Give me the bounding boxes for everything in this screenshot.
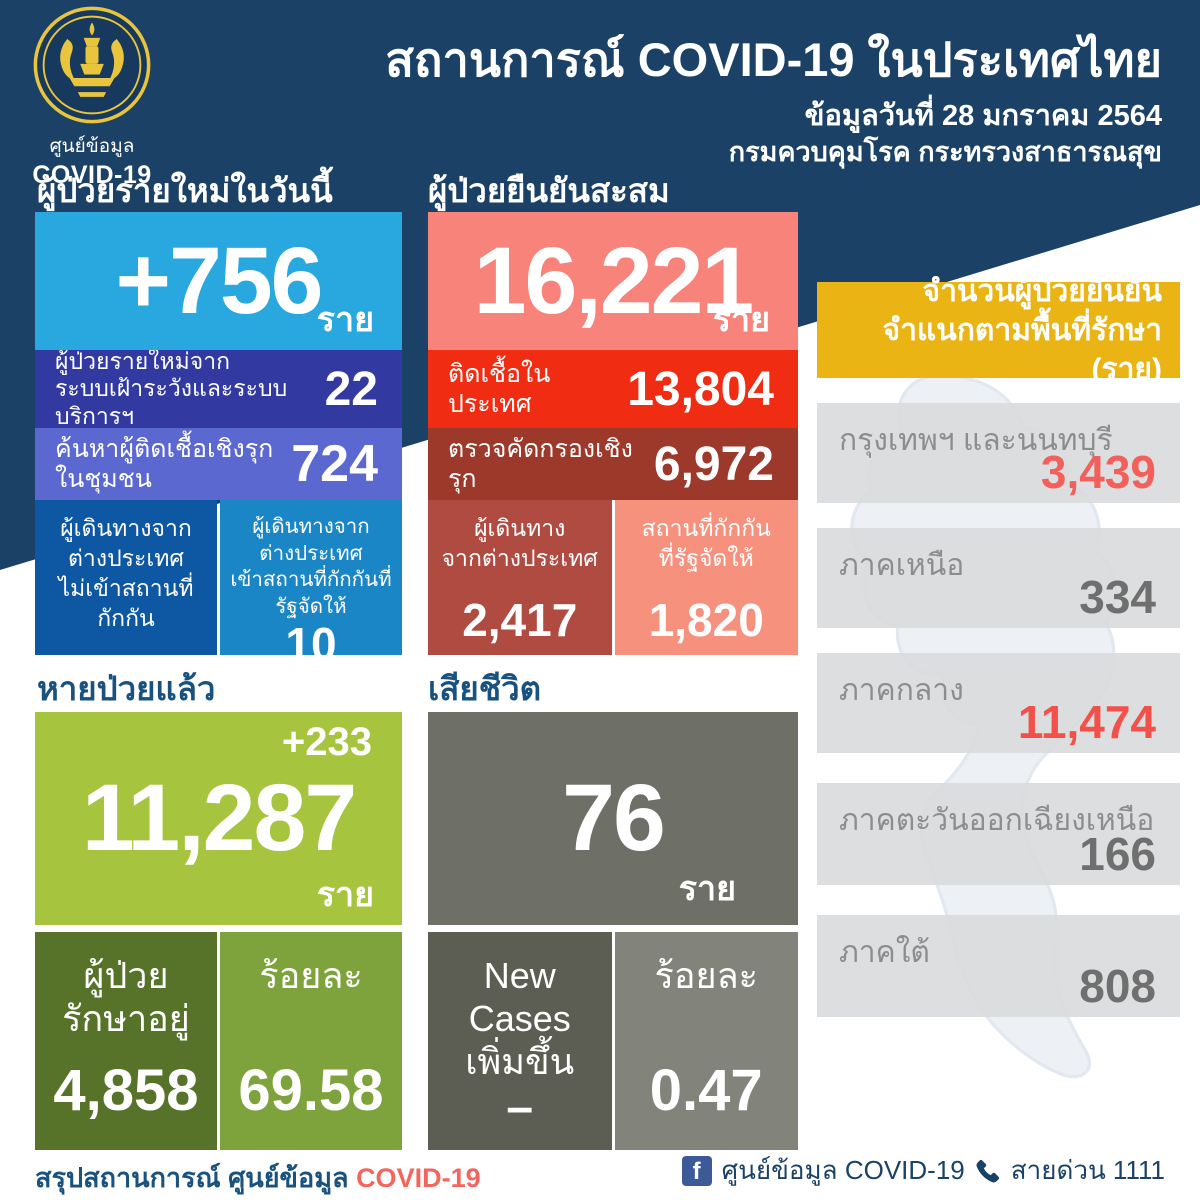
footer-summary: สรุปสถานการณ์ ศูนย์ข้อมูล COVID-19 bbox=[35, 1156, 481, 1199]
area-row-north: ภาคเหนือ 334 bbox=[817, 528, 1180, 628]
active-case-finding-row: ค้นหาผู้ติดเชื้อเชิงรุกในชุมชน 724 bbox=[35, 428, 402, 500]
area-value: 334 bbox=[1079, 571, 1156, 623]
page-title: สถานการณ์ COVID-19 ในประเทศไทย bbox=[385, 33, 1162, 86]
deaths-unit: ราย bbox=[678, 870, 736, 908]
travellers-state-quarantine-value: 10 bbox=[285, 617, 337, 670]
deaths-sub-row: New Cases เพิ่มขึ้น – ร้อยละ 0.47 bbox=[428, 932, 798, 1150]
by-area-heading: จำนวนผู้ป่วยยืนยัน จำแนกตามพื้นที่รักษา … bbox=[882, 274, 1163, 386]
facebook-page-label: ศูนย์ข้อมูล COVID-19 bbox=[721, 1155, 965, 1185]
new-cases-unit: ราย bbox=[316, 301, 374, 339]
confirmed-unit: ราย bbox=[712, 301, 770, 339]
in-treatment-box: ผู้ป่วย รักษาอยู่ 4,858 bbox=[35, 932, 217, 1150]
domestic-infection-label: ติดเชื้อในประเทศ bbox=[448, 360, 551, 418]
new-cases-card: +756 ราย ผู้ป่วยรายใหม่จาก ระบบเฝ้าระวัง… bbox=[35, 212, 402, 680]
confirmed-card: 16,221 ราย ติดเชื้อในประเทศ 13,804 ตรวจค… bbox=[428, 212, 798, 655]
hotline-label: สายด่วน 1111 bbox=[1010, 1155, 1165, 1185]
by-area-header-box: จำนวนผู้ป่วยยืนยัน จำแนกตามพื้นที่รักษา … bbox=[817, 275, 1180, 386]
government-logo: ศูนย์ข้อมูล COVID-19 bbox=[20, 6, 164, 190]
recovered-delta: +233 bbox=[281, 720, 372, 764]
state-quarantine-facility-box: สถานที่กักกัน ที่รัฐจัดให้ 1,820 bbox=[614, 500, 798, 655]
deaths-total-box: 76 ราย bbox=[428, 712, 798, 925]
proactive-screening-value: 6,972 bbox=[653, 437, 774, 491]
area-row-central: ภาคกลาง 11,474 bbox=[817, 653, 1180, 753]
new-cases-total-box: +756 ราย bbox=[35, 212, 402, 350]
recovered-percent-box: ร้อยละ 69.58 bbox=[220, 932, 402, 1150]
deaths-total: 76 bbox=[562, 765, 666, 871]
area-value: 166 bbox=[1079, 828, 1156, 880]
deaths-percent-value: 0.47 bbox=[649, 1058, 763, 1123]
footer-summary-covid: COVID-19 bbox=[356, 1163, 481, 1193]
surveillance-value: 22 bbox=[324, 362, 378, 416]
recovered-total-box: +233 11,287 ราย bbox=[35, 712, 402, 925]
confirmed-travellers-value: 2,417 bbox=[462, 594, 578, 646]
area-value: 3,439 bbox=[1040, 446, 1156, 498]
area-label: ภาคใต้ bbox=[839, 936, 930, 969]
facebook-icon: f bbox=[681, 1155, 712, 1186]
active-case-finding-label: ค้นหาผู้ติดเชื้อเชิงรุกในชุมชน bbox=[55, 435, 274, 493]
confirmed-total: 16,221 bbox=[473, 227, 755, 334]
travellers-state-quarantine-label: ผู้เดินทางจาก ต่างประเทศ เข้าสถานที่กักก… bbox=[230, 515, 392, 618]
domestic-infection-value: 13,804 bbox=[627, 362, 774, 416]
garuda-seal-icon bbox=[33, 6, 151, 124]
deaths-percent-box: ร้อยละ 0.47 bbox=[614, 932, 798, 1150]
state-quarantine-facility-label: สถานที่กักกัน ที่รัฐจัดให้ bbox=[641, 515, 771, 571]
state-quarantine-facility-value: 1,820 bbox=[648, 594, 764, 646]
phone-icon bbox=[976, 1159, 999, 1182]
area-row-northeast: ภาคตะวันออกเฉียงเหนือ 166 bbox=[817, 783, 1180, 885]
organization-name: กรมควบคุมโรค กระทรวงสาธารณสุข bbox=[728, 137, 1162, 167]
area-label: ภาคตะวันออกเฉียงเหนือ bbox=[839, 804, 1155, 837]
area-value: 808 bbox=[1079, 960, 1156, 1012]
area-label: ภาคกลาง bbox=[839, 674, 964, 707]
active-case-finding-value: 724 bbox=[291, 435, 378, 493]
area-row-south: ภาคใต้ 808 bbox=[817, 915, 1180, 1017]
area-row-bangkok: กรุงเทพฯ และนนทบุรี 3,439 bbox=[817, 403, 1180, 503]
confirmed-travellers-row: ผู้เดินทาง จากต่างประเทศ 2,417 สถานที่กั… bbox=[428, 500, 798, 655]
deaths-new-cases-value: – bbox=[506, 1080, 534, 1134]
footer-contacts: f ศูนย์ข้อมูล COVID-19 สายด่วน 1111 bbox=[681, 1150, 1165, 1191]
deaths-new-cases-label: New Cases เพิ่มขึ้น bbox=[465, 955, 575, 1083]
travellers-no-quarantine-value: – bbox=[113, 630, 139, 683]
in-treatment-label: ผู้ป่วย รักษาอยู่ bbox=[62, 955, 190, 1040]
travellers-state-quarantine-box: ผู้เดินทางจาก ต่างประเทศ เข้าสถานที่กักก… bbox=[220, 500, 402, 667]
deaths-card: 76 ราย New Cases เพิ่มขึ้น – ร้อยละ 0.47 bbox=[428, 712, 798, 1150]
area-label: ภาคเหนือ bbox=[839, 549, 965, 582]
deaths-new-cases-box: New Cases เพิ่มขึ้น – bbox=[428, 932, 612, 1150]
heading-new-cases: ผู้ป่วยรายใหม่ในวันนี้ bbox=[37, 172, 333, 209]
proactive-screening-label: ตรวจคัดกรองเชิงรุก bbox=[448, 435, 633, 493]
deaths-percent-label: ร้อยละ bbox=[654, 955, 758, 996]
recovered-percent-value: 69.58 bbox=[238, 1058, 384, 1123]
surveillance-row: ผู้ป่วยรายใหม่จาก ระบบเฝ้าระวังและระบบบร… bbox=[35, 347, 402, 429]
in-treatment-value: 4,858 bbox=[53, 1058, 199, 1123]
footer-summary-text: สรุปสถานการณ์ ศูนย์ข้อมูล bbox=[35, 1163, 357, 1193]
logo-caption-line1: ศูนย์ข้อมูล bbox=[49, 136, 135, 157]
confirmed-travellers-label: ผู้เดินทาง จากต่างประเทศ bbox=[441, 515, 598, 571]
confirmed-total-box: 16,221 ราย bbox=[428, 212, 798, 350]
area-label: กรุงเทพฯ และนนทบุรี bbox=[839, 424, 1113, 457]
recovered-sub-row: ผู้ป่วย รักษาอยู่ 4,858 ร้อยละ 69.58 bbox=[35, 932, 402, 1150]
recovered-card: +233 11,287 ราย ผู้ป่วย รักษาอยู่ 4,858 … bbox=[35, 712, 402, 1150]
confirmed-travellers-box: ผู้เดินทาง จากต่างประเทศ 2,417 bbox=[428, 500, 612, 655]
report-date: ข้อมูลวันที่ 28 มกราคม 2564 bbox=[804, 100, 1162, 132]
surveillance-label: ผู้ป่วยรายใหม่จาก ระบบเฝ้าระวังและระบบบร… bbox=[55, 347, 288, 429]
logo-caption-line2: COVID-19 bbox=[32, 161, 152, 189]
heading-deaths: เสียชีวิต bbox=[428, 670, 542, 707]
domestic-infection-row: ติดเชื้อในประเทศ 13,804 bbox=[428, 350, 798, 428]
travellers-no-quarantine-label: ผู้เดินทางจาก ต่างประเทศ ไม่เข้าสถานที่ก… bbox=[58, 515, 194, 631]
new-cases-total: +756 bbox=[115, 227, 324, 334]
heading-confirmed: ผู้ป่วยยืนยันสะสม bbox=[428, 172, 670, 209]
recovered-total: 11,287 bbox=[81, 765, 357, 871]
travellers-no-quarantine-box: ผู้เดินทางจาก ต่างประเทศ ไม่เข้าสถานที่ก… bbox=[35, 500, 217, 680]
recovered-unit: ราย bbox=[316, 876, 374, 914]
area-value: 11,474 bbox=[1017, 696, 1156, 748]
heading-recovered: หายป่วยแล้ว bbox=[37, 670, 216, 707]
proactive-screening-row: ตรวจคัดกรองเชิงรุก 6,972 bbox=[428, 428, 798, 500]
recovered-percent-label: ร้อยละ bbox=[259, 955, 363, 996]
travellers-row: ผู้เดินทางจาก ต่างประเทศ ไม่เข้าสถานที่ก… bbox=[35, 500, 402, 680]
